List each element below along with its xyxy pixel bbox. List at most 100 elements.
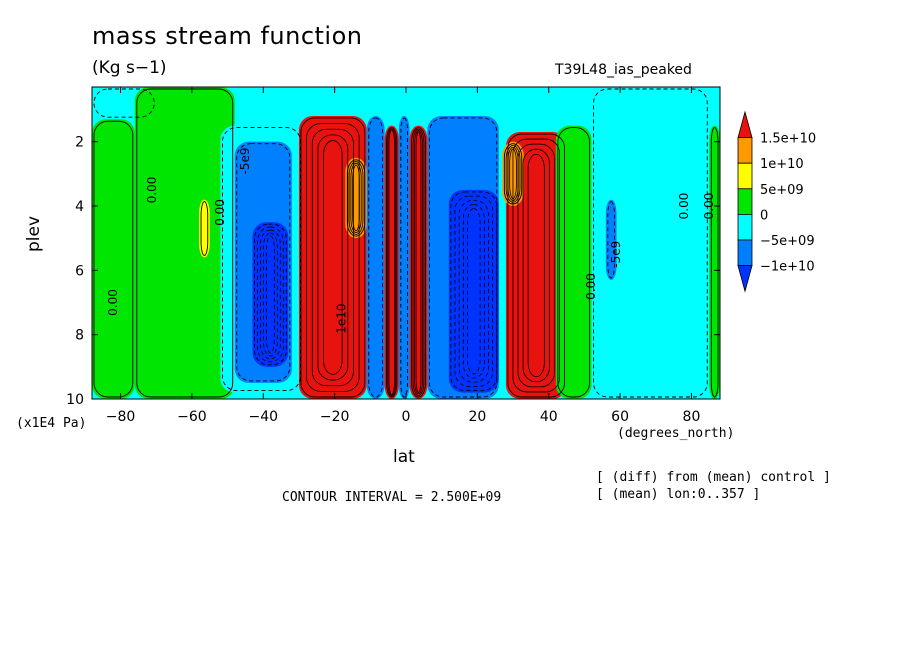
region-cyan-nh-mid [591,87,710,399]
region-green-nh-pole [709,125,720,400]
contour-dkblue-nh-hadley [450,191,498,392]
x-units-label: (degrees_north) [617,426,735,441]
contour-interval-text: CONTOUR INTERVAL = 2.500E+09 [282,490,502,505]
contour-inner-red-sh-hadley-2 [311,128,354,387]
contour-cyan-sh-pole [93,88,155,118]
contour-green-sh-mid [136,88,234,398]
region-blue-nh-blob [605,199,617,280]
contour-label: 0.00 [145,177,159,204]
contour-yellow-sh-blob [200,201,209,256]
contour-inner-dkblue-nh-hadley-3 [462,204,485,379]
y-tick-label: 2 [75,135,84,151]
contour-label: 0.00 [106,289,120,316]
colorbar-label: 0 [760,208,768,223]
colorbar-bottom-arrow [737,265,753,293]
contour-green-nh-pole [710,127,719,398]
contour-inner-red-sh-hadley-3 [317,134,349,381]
contour-blue-eq-1 [368,117,384,398]
colorbar-swatch [737,213,753,241]
colorbar: 1.5e+10 1e+10 5e+09 0 −5e+09 −1e+10 [737,110,816,293]
contour-blue-nh-blob [607,201,615,279]
contour-lines [93,88,719,398]
y-axis: 2 4 6 8 10 [66,135,720,408]
chart-title: mass stream function [92,22,363,50]
x-axis: −80 −60 −40 −20 0 20 40 60 80 [106,87,701,425]
contour-inner-orange-sh-hadley-1 [348,161,364,235]
contour-labels: 0.00 0.00 0.00 -5e9 1e10 0.00 -5e9 0.00 0.00 [106,147,716,333]
colorbar-swatch [737,188,753,215]
x-tick-label: −80 [106,409,136,425]
note-mean: [ (mean) lon:0..357 ] [596,487,761,502]
contour-inner-red-eq-1-1 [387,128,397,397]
colorbar-label: 1e+10 [760,157,804,172]
contour-inner-dkblue-nh-hadley-4 [467,208,481,375]
region-yellow-sh-blob [199,199,210,258]
contour-label: -5e9 [609,241,623,268]
colorbar-swatch [737,162,753,190]
contour-green-nh-mid [557,127,590,398]
x-tick-label: −60 [177,409,207,425]
contour-dkblue-sh-ferrel [254,223,287,366]
contour-inner-red-eq-2-3 [415,131,422,393]
contour-inner-orange-nh-ferrel-3 [509,148,517,200]
region-green-sh-mid [134,87,235,399]
region-dkblue-nh-hadley [448,189,499,393]
x-tick-label: 20 [468,409,486,425]
contour-blue-nh-hadley [428,117,498,398]
contour-orange-sh-hadley [346,159,366,237]
x-axis-label: lat [393,447,415,467]
y-axis-label: plev [24,215,44,252]
units-label: (Kg s−1) [92,58,167,78]
contour-label: 0.00 [702,193,716,220]
region-orange-sh-hadley [345,157,367,239]
contour-inner-red-nh-ferrel-4 [527,153,545,378]
contour-label: 0.00 [213,199,227,226]
contour-green-sh-pole [93,120,134,398]
contour-inner-red-sh-hadley-1 [306,123,360,392]
y-tick-label: 4 [75,199,84,215]
contour-inner-red-eq-2-2 [414,130,423,395]
contour-inner-red-nh-ferrel-3 [522,148,550,383]
region-blue-eq-2 [398,115,410,399]
contour-label: 0.00 [677,193,691,220]
contour-inner-red-nh-ferrel-1 [512,138,560,393]
region-dkblue-sh-ferrel [252,222,289,367]
contour-inner-red-sh-hadley-4 [323,140,343,375]
contour-red-sh-hadley [300,117,366,398]
contour-inner-orange-sh-hadley-2 [350,162,362,234]
y-tick-label: 8 [75,328,84,344]
experiment-label: T39L48_ias_peaked [555,62,692,78]
region-green-nh-mid [555,125,592,400]
contour-inner-orange-sh-hadley-3 [352,164,360,232]
contour-inner-dkblue-nh-hadley-1 [454,195,494,387]
contour-blue-sh-ferrel [236,143,291,382]
colorbar-label: 1.5e+10 [760,132,816,147]
x-tick-label: −20 [320,409,350,425]
x-tick-label: 60 [611,409,629,425]
contour-label: 1e10 [334,303,348,333]
contour-red-eq-2 [411,127,426,398]
colorbar-top-arrow [737,110,753,139]
contour-inner-dkblue-sh-ferrel-3 [263,232,278,357]
contour-inner-red-nh-ferrel-2 [517,143,555,388]
contour-inner-dkblue-sh-ferrel-4 [266,235,275,354]
colorbar-swatch [737,239,753,267]
contour-inner-orange-nh-ferrel-2 [507,146,519,201]
contour-fields [92,87,720,400]
x-tick-label: 0 [402,409,411,425]
colorbar-swatch [737,137,753,164]
region-blue-eq-1 [366,115,385,399]
contour-label: 0.00 [584,273,598,300]
y-tick-label: 6 [75,263,84,279]
y-units-label: (x1E4 Pa) [16,416,87,431]
colorbar-label: 5e+09 [760,183,804,198]
contour-inner-dkblue-nh-hadley-2 [458,199,489,383]
contour-inner-dkblue-sh-ferrel-1 [257,226,284,363]
x-tick-label: 40 [540,409,558,425]
colorbar-label: −5e+09 [760,234,815,249]
x-tick-label: 80 [683,409,701,425]
contour-inner-orange-nh-ferrel-1 [505,145,521,203]
contour-red-eq-1 [386,127,398,398]
x-tick-label: −40 [248,409,278,425]
